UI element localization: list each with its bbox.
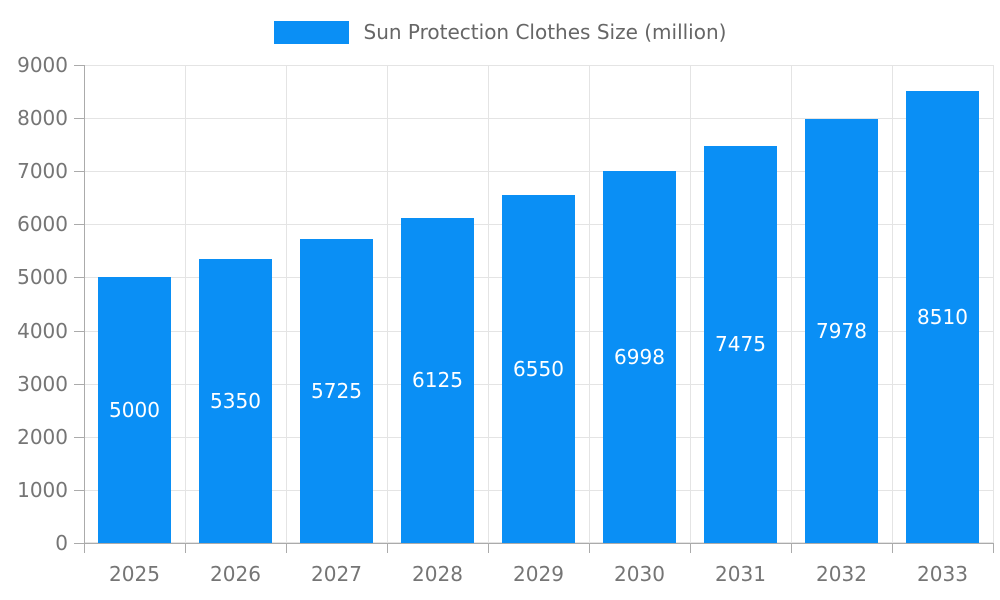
bar-2031[interactable]	[704, 146, 777, 543]
gridline-vertical	[488, 65, 489, 543]
x-tick-label: 2031	[715, 562, 766, 586]
bar-2032[interactable]	[805, 119, 878, 543]
x-tick-label: 2028	[412, 562, 463, 586]
x-tick-label: 2032	[816, 562, 867, 586]
bar-value-label: 7475	[715, 332, 766, 356]
bar-2029[interactable]	[502, 195, 575, 543]
gridline-vertical	[185, 65, 186, 543]
legend-swatch	[273, 21, 349, 44]
gridline-vertical	[993, 65, 994, 543]
x-axis-tick	[993, 543, 994, 553]
x-axis-tick	[488, 543, 489, 553]
bar-2028[interactable]	[401, 218, 474, 543]
y-axis-tick	[74, 543, 84, 544]
bar-value-label: 6550	[513, 357, 564, 381]
bar-2027[interactable]	[300, 239, 373, 543]
y-axis-tick	[74, 331, 84, 332]
x-axis-tick	[589, 543, 590, 553]
x-axis-tick	[892, 543, 893, 553]
y-axis-tick	[74, 65, 84, 66]
bar-value-label: 6125	[412, 368, 463, 392]
gridline-horizontal	[84, 171, 993, 172]
bar-2026[interactable]	[199, 259, 272, 543]
gridline-vertical	[690, 65, 691, 543]
y-tick-label: 1000	[17, 478, 68, 502]
bar-value-label: 6998	[614, 345, 665, 369]
x-axis-tick	[286, 543, 287, 553]
y-axis-tick	[74, 118, 84, 119]
y-tick-label: 3000	[17, 372, 68, 396]
gridline-horizontal	[84, 118, 993, 119]
x-tick-label: 2033	[917, 562, 968, 586]
gridline-vertical	[892, 65, 893, 543]
bar-value-label: 8510	[917, 305, 968, 329]
bar-value-label: 7978	[816, 319, 867, 343]
y-axis-tick	[74, 384, 84, 385]
bar-value-label: 5725	[311, 379, 362, 403]
y-tick-label: 9000	[17, 53, 68, 77]
y-axis-tick	[74, 224, 84, 225]
y-tick-label: 6000	[17, 212, 68, 236]
x-axis-tick	[690, 543, 691, 553]
x-tick-label: 2025	[109, 562, 160, 586]
y-axis-tick	[74, 490, 84, 491]
x-tick-label: 2026	[210, 562, 261, 586]
y-axis-tick	[74, 277, 84, 278]
bar-value-label: 5350	[210, 389, 261, 413]
gridline-horizontal	[84, 65, 993, 66]
x-axis-line	[74, 543, 993, 544]
y-axis-tick	[74, 437, 84, 438]
bar-2030[interactable]	[603, 171, 676, 543]
x-axis-tick	[791, 543, 792, 553]
legend-label: Sun Protection Clothes Size (million)	[363, 20, 727, 44]
x-axis-tick	[84, 543, 85, 553]
x-tick-label: 2027	[311, 562, 362, 586]
x-tick-label: 2029	[513, 562, 564, 586]
x-axis-tick	[387, 543, 388, 553]
y-tick-label: 4000	[17, 319, 68, 343]
bar-2033[interactable]	[906, 91, 979, 543]
y-tick-label: 5000	[17, 265, 68, 289]
bar-2025[interactable]	[98, 277, 171, 543]
gridline-vertical	[791, 65, 792, 543]
y-tick-label: 8000	[17, 106, 68, 130]
x-axis-tick	[185, 543, 186, 553]
y-axis-line	[84, 65, 85, 553]
y-tick-label: 2000	[17, 425, 68, 449]
x-tick-label: 2030	[614, 562, 665, 586]
legend-item[interactable]: Sun Protection Clothes Size (million)	[0, 21, 1000, 44]
gridline-vertical	[589, 65, 590, 543]
bar-value-label: 5000	[109, 398, 160, 422]
gridline-vertical	[286, 65, 287, 543]
gridline-vertical	[387, 65, 388, 543]
plot-area: 5000 5350 5725 6125 6550 6998 7475 7978 8510	[74, 65, 994, 553]
y-axis-tick	[74, 171, 84, 172]
y-tick-label: 7000	[17, 159, 68, 183]
y-tick-label: 0	[55, 531, 68, 555]
